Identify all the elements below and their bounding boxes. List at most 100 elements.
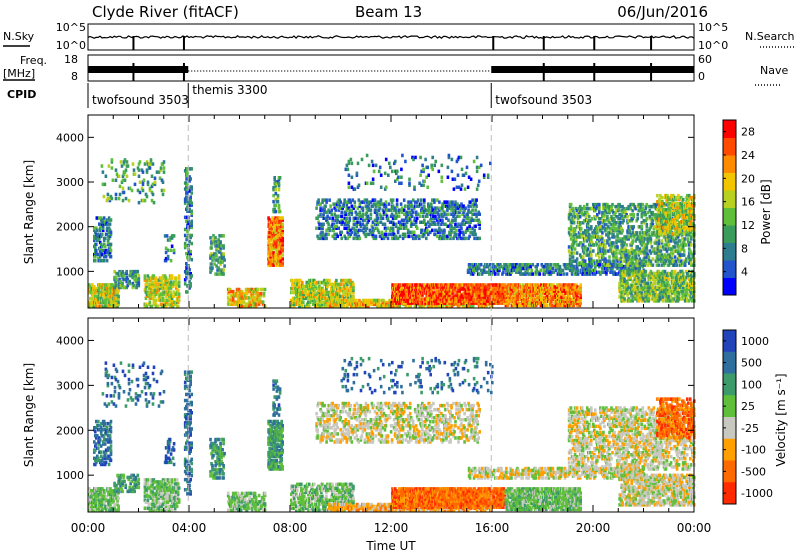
- power-cell: [150, 282, 154, 286]
- power-cell: [272, 187, 275, 192]
- power-cell: [190, 201, 193, 205]
- power-cell: [291, 282, 294, 287]
- power-cell: [376, 204, 380, 208]
- power-cell: [186, 290, 189, 294]
- power-cell: [244, 289, 248, 294]
- power-cell: [125, 269, 128, 274]
- power-cell: [155, 290, 159, 294]
- power-cell: [330, 292, 333, 297]
- power-cell: [420, 230, 423, 235]
- power-cell: [391, 198, 395, 202]
- power-cell: [579, 301, 582, 306]
- power-cell: [297, 290, 300, 295]
- power-cell: [172, 280, 176, 284]
- power-cell: [190, 211, 193, 215]
- power-cell: [384, 204, 388, 208]
- power-cell: [320, 288, 323, 293]
- power-cell: [464, 236, 467, 241]
- power-cell: [150, 280, 154, 284]
- power-cell: [349, 286, 352, 291]
- power-cell: [278, 247, 281, 251]
- power-cell: [117, 300, 120, 305]
- power-cell: [177, 284, 181, 288]
- power-cell: [113, 269, 116, 274]
- power-cell: [414, 218, 418, 222]
- power-cell: [367, 232, 371, 237]
- power-cell: [240, 298, 244, 302]
- power-cell: [546, 303, 549, 308]
- power-cell: [334, 280, 337, 285]
- power-cell: [350, 284, 353, 289]
- power-cell: [346, 278, 349, 283]
- power-cell: [186, 195, 189, 199]
- power-cell: [317, 200, 320, 204]
- power-cell: [278, 236, 281, 241]
- power-cell: [189, 235, 192, 240]
- power-cell: [97, 289, 100, 293]
- power-cell: [354, 228, 358, 233]
- power-cell: [437, 222, 440, 226]
- power-cell: [322, 222, 325, 226]
- power-cell: [188, 239, 191, 244]
- power-cell: [247, 300, 251, 304]
- power-cell: [479, 263, 483, 267]
- power-cell: [371, 230, 375, 235]
- power-cell: [97, 256, 100, 261]
- power-cell: [144, 302, 148, 306]
- power-cell: [102, 252, 106, 257]
- power-cell: [317, 198, 320, 202]
- power-cell: [108, 300, 111, 305]
- plot-title: Clyde River (fitACF): [92, 3, 239, 21]
- power-cell: [213, 242, 216, 246]
- power-cell: [312, 298, 315, 303]
- power-cell: [215, 254, 218, 258]
- power-cell: [279, 255, 282, 259]
- power-cell: [169, 292, 173, 296]
- power-cell: [270, 230, 273, 235]
- power-cell: [551, 266, 555, 271]
- power-cell: [174, 292, 178, 296]
- power-cell: [222, 252, 225, 256]
- power-cell: [439, 206, 442, 210]
- power-cell: [238, 304, 242, 308]
- power-cell: [257, 292, 261, 296]
- power-cell: [364, 234, 368, 239]
- power-cell: [358, 210, 362, 214]
- power-cell: [441, 220, 444, 224]
- power-cell: [117, 289, 120, 293]
- power-cell: [190, 187, 193, 191]
- power-cell: [426, 228, 429, 233]
- power-cell: [391, 226, 395, 230]
- power-cell: [371, 220, 375, 224]
- power-cell: [132, 283, 135, 288]
- power-cell: [337, 286, 340, 291]
- power-cell: [90, 302, 93, 307]
- power-cell: [281, 222, 284, 226]
- power-cell: [190, 213, 193, 217]
- power-cell: [350, 210, 354, 214]
- power-cell: [117, 302, 120, 307]
- power-cell: [371, 226, 375, 230]
- power-cell: [405, 220, 409, 224]
- power-cell: [183, 201, 187, 205]
- power-cell: [371, 204, 375, 208]
- power-cell: [216, 246, 219, 250]
- power-cell: [164, 256, 168, 261]
- power-cell: [330, 224, 333, 228]
- power-cell: [290, 304, 293, 308]
- power-cell: [125, 279, 128, 284]
- power-cell: [418, 234, 421, 239]
- power-cell: [448, 202, 451, 206]
- power-cell: [305, 292, 308, 297]
- power-cell: [135, 277, 139, 282]
- power-cell: [304, 290, 307, 295]
- power-cell: [252, 300, 256, 304]
- power-cell: [189, 199, 192, 203]
- power-cell: [100, 252, 104, 257]
- power-cell: [160, 292, 164, 296]
- power-cell: [188, 280, 191, 284]
- power-cell: [261, 300, 265, 304]
- power-cell: [391, 206, 395, 210]
- power-cell: [328, 294, 331, 299]
- power-cell: [293, 300, 296, 304]
